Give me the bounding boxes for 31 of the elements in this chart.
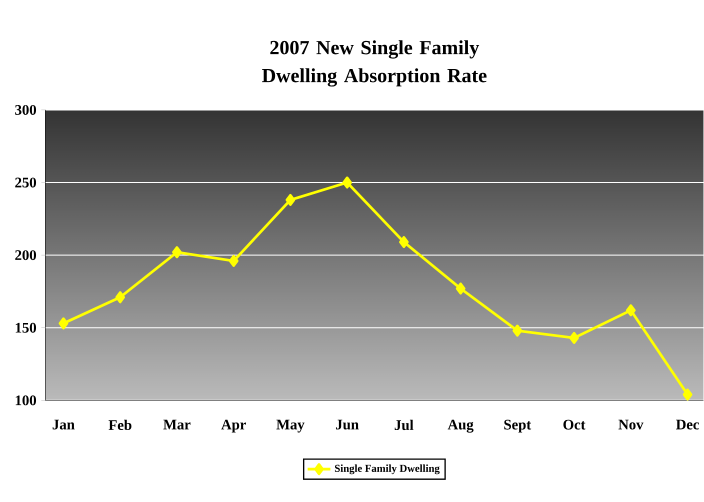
x-tick-label: Jul (394, 420, 414, 430)
point (512, 324, 522, 337)
chart-title: 2007 New Single Family Dwelling Absorption Rate (262, 40, 487, 87)
x-tick-label: May (276, 420, 305, 433)
point (228, 255, 239, 268)
x-tick-label: Mar (163, 420, 190, 430)
x-tick-label: Jan (52, 420, 75, 430)
point (626, 304, 636, 317)
x-tick-label: Nov (618, 420, 644, 430)
x-tick-label: Jun (336, 420, 359, 430)
point (172, 246, 182, 258)
x-tick-label: Aug (448, 420, 474, 433)
y-tick-label: 300 (15, 105, 36, 116)
point (342, 176, 352, 189)
x-tick-label: Apr (221, 420, 246, 433)
point (286, 194, 296, 206)
y-tick-label: 150 (16, 322, 36, 333)
x-tick-label: Oct (563, 420, 586, 430)
point (682, 388, 692, 401)
point (456, 282, 466, 295)
legend-label: Single Family Dwelling (334, 464, 440, 474)
x-tick-label: Feb (108, 420, 132, 430)
y-tick-label: 200 (15, 250, 36, 260)
y-tick-label: 100 (16, 396, 36, 406)
point (569, 332, 579, 344)
point (399, 236, 409, 248)
y-tick-label: 250 (15, 178, 36, 188)
x-tick-label: Sept (504, 420, 532, 433)
point (58, 318, 68, 330)
point (115, 291, 126, 304)
x-tick-label: Dec (676, 420, 700, 430)
